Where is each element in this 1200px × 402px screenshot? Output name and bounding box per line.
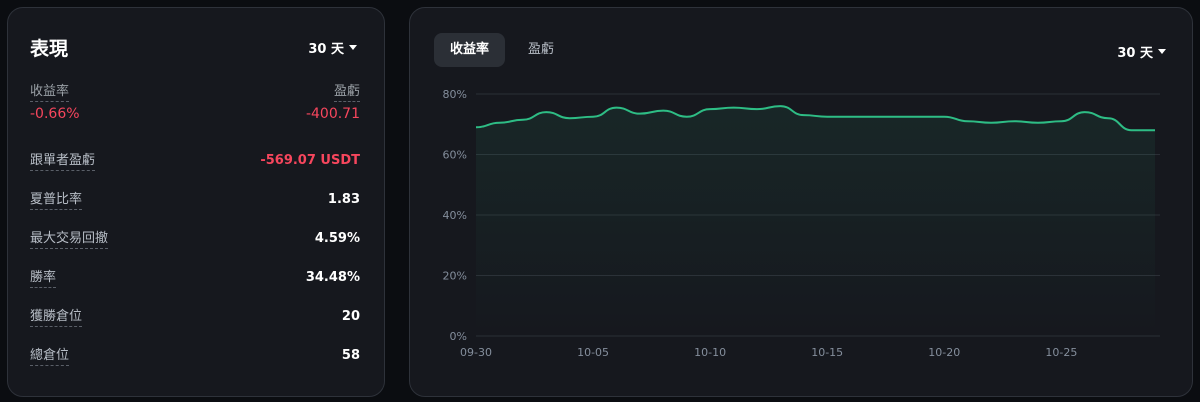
stat-row: 勝率 34.48% (30, 266, 360, 288)
area-fill (476, 106, 1155, 336)
tab-pnl[interactable]: 盈虧 (528, 42, 555, 57)
y-tick-label: 40% (443, 209, 467, 222)
stat-row: 總倉位 58 (30, 344, 360, 366)
stat-label: 勝率 (30, 266, 57, 288)
roi-chart: 0% 20% 40% 60% 80% 09-30 10-05 10-10 10-15 10-20… (443, 88, 1160, 359)
chart-card: 收益率 盈虧 30 天 0% 20% 40% 60% 80% 09-30 10-05 10-… (409, 7, 1193, 397)
performance-card: 表現 30 天 收益率 盈虧 -0.66% -400.71 跟單者盈虧 -569… (7, 7, 385, 397)
x-tick-label: 09-30 (460, 346, 492, 359)
chevron-down-icon (1158, 49, 1166, 54)
stat-label: 獲勝倉位 (30, 305, 83, 327)
stat-row: 夏普比率 1.83 (30, 188, 360, 210)
roi-label: 收益率 (30, 84, 70, 102)
x-tick-label: 10-20 (928, 346, 960, 359)
period-label: 30 天 (308, 42, 344, 57)
roi-series-line (475, 105, 1155, 132)
x-tick-label: 10-25 (1045, 346, 1077, 359)
performance-title: 表現 (30, 38, 69, 60)
x-tick-label: 10-05 (577, 346, 609, 359)
y-tick-label: 20% (443, 270, 467, 283)
stat-value: 20 (341, 308, 360, 324)
pnl-label: 盈虧 (333, 84, 360, 102)
y-tick-label: 60% (443, 149, 467, 162)
roi-value: -0.66% (30, 106, 80, 122)
x-tick-label: 10-10 (694, 346, 726, 359)
stat-row: 跟單者盈虧 -569.07 USDT (30, 149, 360, 171)
stat-label: 跟單者盈虧 (30, 149, 96, 171)
period-dropdown-left[interactable]: 30 天 (308, 38, 357, 57)
stat-value: 4.59% (314, 230, 360, 246)
stat-value: 58 (341, 347, 360, 363)
stat-value: 1.83 (327, 191, 360, 207)
tab-roi[interactable]: 收益率 (434, 33, 506, 67)
stat-row: 最大交易回撤 4.59% (30, 227, 360, 249)
stat-value: 34.48% (305, 269, 360, 285)
period-label: 30 天 (1117, 46, 1153, 61)
stat-label: 總倉位 (30, 344, 70, 366)
period-dropdown-right[interactable]: 30 天 (1117, 42, 1166, 61)
stat-row: 獲勝倉位 20 (30, 305, 360, 327)
y-tick-label: 80% (443, 88, 467, 101)
stat-label: 最大交易回撤 (30, 227, 109, 249)
chevron-down-icon (349, 45, 357, 50)
x-tick-label: 10-15 (811, 346, 843, 359)
y-tick-label: 0% (450, 330, 467, 343)
stat-label: 夏普比率 (30, 188, 83, 210)
stat-value: -569.07 USDT (260, 152, 360, 168)
pnl-value: -400.71 (305, 106, 360, 122)
